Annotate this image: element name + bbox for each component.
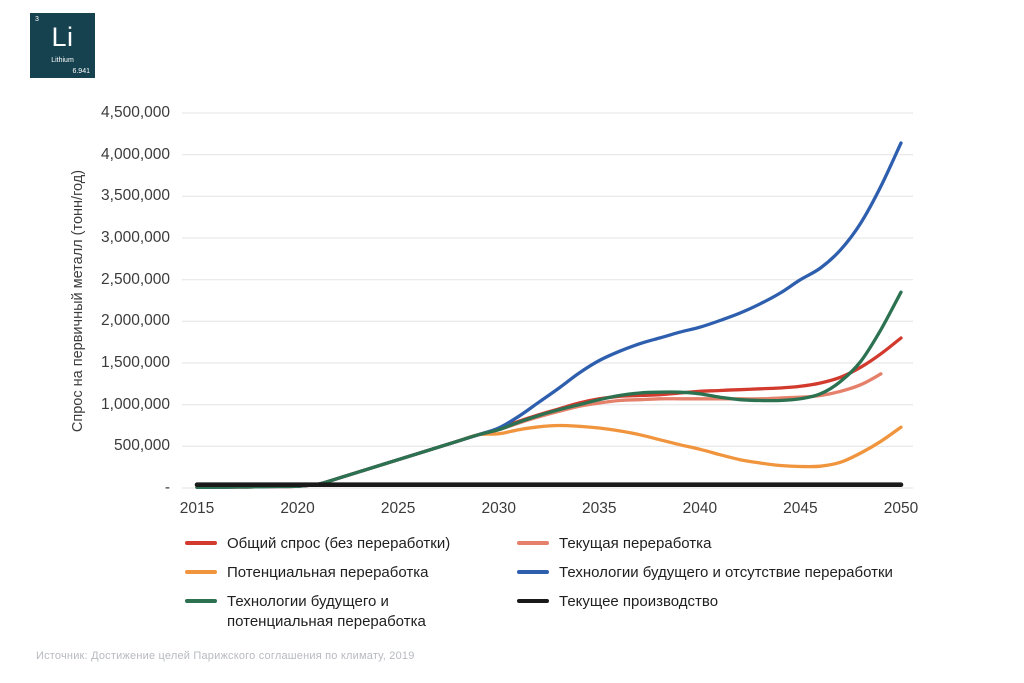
element-name: Lithium: [51, 57, 74, 64]
x-tick-label: 2030: [481, 500, 516, 517]
legend-swatch-total-demand-no-recycling: [185, 541, 217, 545]
x-tick-label: 2015: [179, 500, 215, 517]
legend-label-total-demand-no-recycling: Общий спрос (без переработки): [227, 535, 451, 552]
legend-label-potential-recycling: Потенциальная переработка: [227, 564, 429, 581]
line-potential-recycling: [195, 423, 903, 489]
y-tick-label: 500,000: [113, 437, 170, 455]
legend-item-potential-recycling: Потенциальная переработка: [185, 563, 517, 583]
legend-item-future-tech-and-potential-recycling: Технологии будущего и потенциальная пере…: [185, 592, 517, 632]
y-tick-label: 2,500,000: [101, 270, 170, 288]
legend-label-future-tech-no-recycling: Технологии будущего и отсутствие перераб…: [559, 564, 893, 581]
x-tick-label: 2020: [280, 500, 315, 517]
y-tick-label: 4,500,000: [101, 104, 170, 121]
legend-label-current-production: Текущее производство: [559, 593, 719, 610]
line-current-recycling: [195, 372, 883, 489]
legend-item-future-tech-no-recycling: Технологии будущего и отсутствие перераб…: [517, 563, 893, 583]
legend-swatch-potential-recycling: [185, 570, 217, 574]
legend-item-total-demand-no-recycling: Общий спрос (без переработки): [185, 534, 517, 554]
y-axis-title: Спрос на первичный металл (тонн/год): [70, 169, 86, 433]
atomic-number: 3: [35, 16, 39, 23]
y-tick-label: -: [164, 479, 170, 496]
y-tick-label: 2,000,000: [101, 312, 170, 330]
source-note: Источник: Достижение целей Парижского со…: [36, 650, 415, 662]
line-future-tech-no-recycling: [195, 141, 903, 489]
legend-swatch-future-tech-no-recycling: [517, 570, 549, 574]
x-tick-label: 2035: [582, 500, 617, 517]
legend-label-future-tech-and-potential-recycling: Технологии будущего и потенциальная пере…: [227, 593, 426, 630]
legend-swatch-current-production: [517, 599, 549, 603]
legend-item-current-production: Текущее производство: [517, 592, 893, 632]
line-chart: [182, 112, 913, 489]
legend-swatch-future-tech-and-potential-recycling: [185, 599, 217, 603]
y-tick-label: 1,000,000: [101, 395, 170, 413]
x-tick-label: 2050: [883, 500, 919, 517]
legend-label-current-recycling: Текущая переработка: [559, 535, 712, 552]
y-tick-label: 3,500,000: [101, 187, 170, 205]
x-tick-label: 2040: [682, 500, 718, 517]
atomic-mass: 6.941: [72, 68, 90, 75]
lithium-element-badge: 3 Li Lithium 6.941: [30, 13, 95, 78]
y-tick-label: 4,000,000: [101, 145, 170, 163]
legend-item-current-recycling: Текущая переработка: [517, 534, 893, 554]
x-tick-label: 2045: [783, 500, 818, 517]
chart-legend: Общий спрос (без переработки) Потенциальн…: [185, 534, 893, 632]
element-symbol: Li: [51, 22, 74, 52]
y-tick-label: 3,000,000: [101, 229, 170, 246]
legend-swatch-current-recycling: [517, 541, 549, 545]
x-tick-label: 2025: [380, 500, 416, 517]
y-tick-label: 1,500,000: [101, 354, 170, 371]
